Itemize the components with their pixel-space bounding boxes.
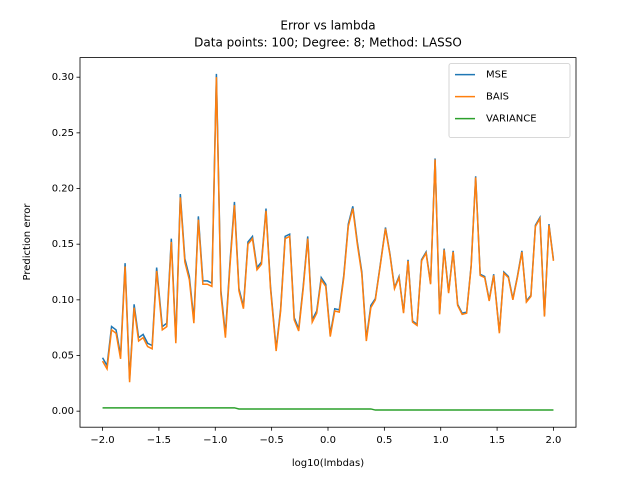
x-axis-label: log10(lmbdas) [292,458,364,469]
y-tick-label: 0.00 [52,406,74,417]
x-tick-label: 0.0 [320,435,336,446]
x-tick-label: −1.5 [147,435,171,446]
legend-box [448,63,571,138]
x-tick-label: 1.0 [433,435,449,446]
legend-label: MSE [486,70,507,81]
axes-frame [79,57,577,428]
chart-title: Error vs lambda [280,19,375,33]
legend-label: BAIS [486,92,509,103]
series-line [102,407,554,411]
y-axis-label: Prediction error [22,203,33,281]
x-tick-label: 2.0 [546,435,562,446]
x-tick-label: 0.5 [376,435,392,446]
x-tick-label: −0.5 [259,435,283,446]
legend-label: VARIANCE [486,114,537,125]
x-tick-label: 1.5 [489,435,505,446]
chart-subtitle: Data points: 100; Degree: 8; Method: LAS… [194,36,462,50]
y-tick-label: 0.25 [52,128,74,139]
y-tick-label: 0.30 [52,72,74,83]
y-tick-label: 0.10 [52,295,74,306]
y-tick-label: 0.15 [52,239,74,250]
x-tick-label: −2.0 [90,435,114,446]
y-tick-label: 0.05 [52,351,74,362]
series-line [101,77,555,383]
y-tick-label: 0.20 [52,184,74,195]
x-tick-label: −1.0 [203,435,227,446]
